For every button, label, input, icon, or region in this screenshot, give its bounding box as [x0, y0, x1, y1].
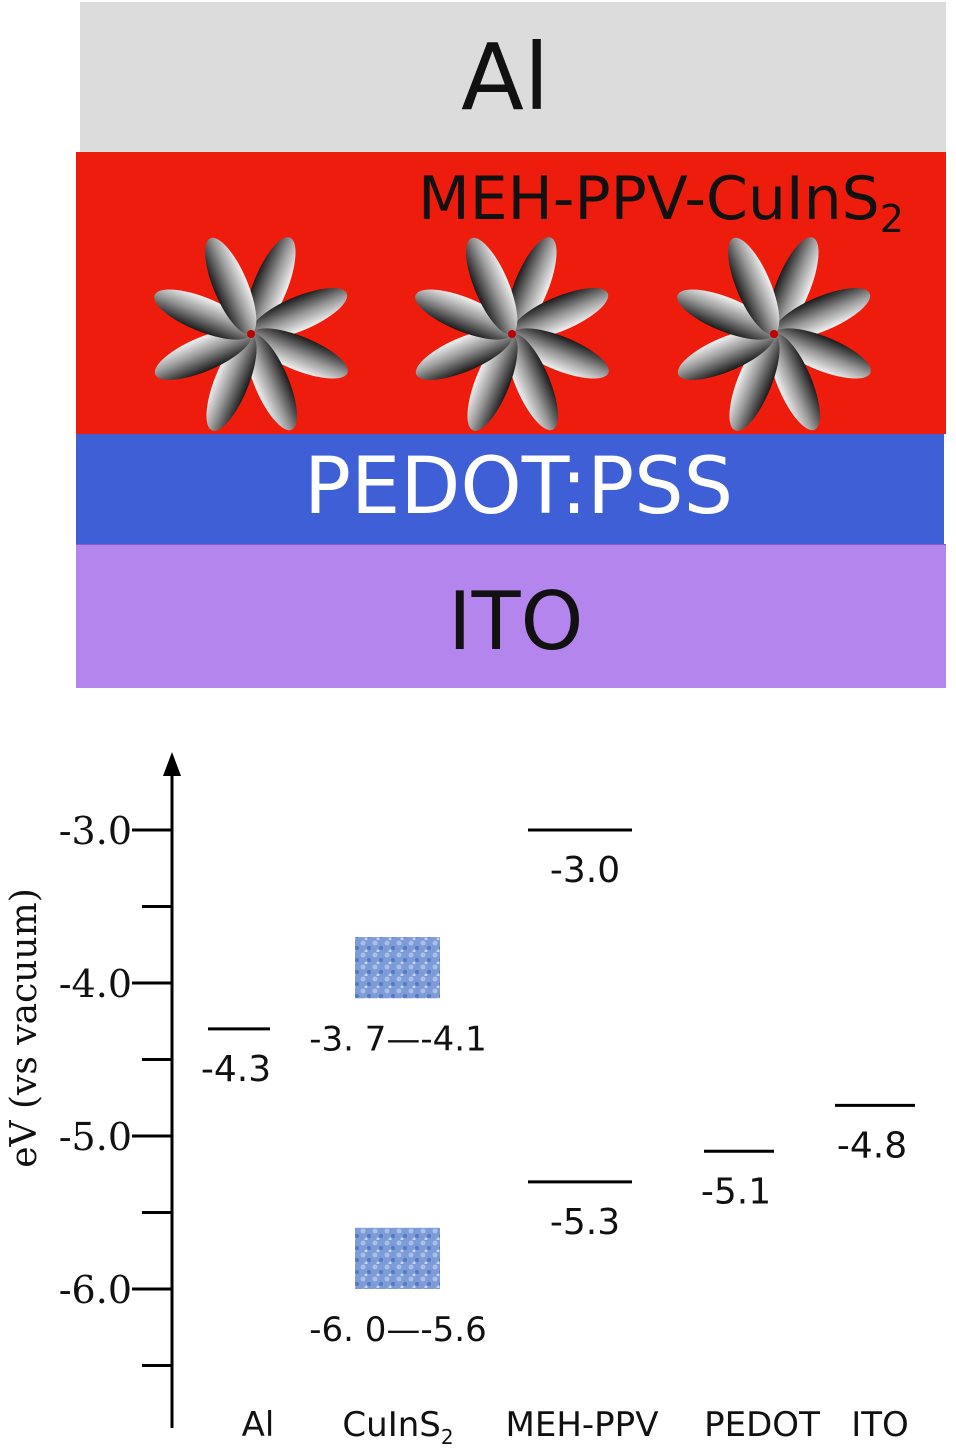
nanoparticle-petal [677, 328, 775, 380]
nanoparticle-petal [154, 289, 252, 340]
nanoparticle-petal [206, 333, 257, 431]
y-tick-label: -5.0 [59, 1115, 132, 1159]
nanoparticle-petal [466, 237, 518, 335]
nanoparticle-petal [467, 333, 518, 431]
nanoparticle-petal [729, 333, 780, 431]
material-label: ITO [851, 1405, 909, 1445]
y-tick-label: -3.0 [59, 809, 132, 853]
nanoparticle-petal [773, 288, 871, 340]
energy-level-value: -5.3 [550, 1202, 620, 1243]
energy-level-value: -5.1 [701, 1171, 771, 1212]
nanoparticle-petal [415, 289, 513, 340]
energy-band-value: -3. 7—-4.1 [309, 1019, 487, 1059]
energy-level-diagram: -3.0 -4.0 -5.0 -6.0 eV (vs vacuum) Al -4.3 CuI… [4, 752, 915, 1449]
nanoparticle-petal [506, 237, 557, 335]
nanoparticle-flower [415, 237, 609, 431]
nanoparticle-petal [677, 289, 775, 340]
energy-level-value: -4.8 [837, 1125, 907, 1166]
nanoparticle-core [247, 330, 255, 338]
energy-band [355, 1227, 440, 1289]
nanoparticle-petal [154, 328, 252, 380]
material-label: PEDOT [704, 1405, 820, 1445]
energy-level-value: -4.3 [201, 1049, 271, 1090]
al-layer: Al [80, 2, 946, 152]
nanoparticle-petal [250, 328, 348, 379]
active-layer-label: MEH-PPV-CuInS2 [418, 164, 904, 241]
nanoparticle-petal [506, 333, 558, 431]
nanoparticle-petal [728, 237, 780, 335]
y-tick-label: -6.0 [59, 1268, 132, 1312]
material-label: CuInS2 [342, 1405, 453, 1449]
nanoparticle-petal [511, 328, 609, 379]
material-label: MEH-PPV [506, 1405, 659, 1445]
nanoparticle-petal [773, 328, 871, 379]
pedot-layer: PEDOT:PSS [76, 434, 944, 544]
y-axis-label: eV (vs vacuum) [4, 888, 45, 1168]
nanoparticles [154, 237, 871, 431]
nanoparticle-petal [511, 288, 609, 340]
nanoparticle-petal [250, 288, 348, 340]
material-label: Al [242, 1405, 275, 1445]
nanoparticle-flower [154, 237, 348, 431]
nanoparticle-core [508, 330, 516, 338]
nanoparticle-petal [768, 333, 820, 431]
ito-layer: ITO [76, 544, 946, 688]
nanoparticle-petal [768, 237, 819, 335]
energy-band [355, 937, 440, 999]
ito-layer-label: ITO [448, 575, 584, 668]
y-axis-arrow [163, 752, 181, 776]
pedot-layer-label: PEDOT:PSS [304, 442, 734, 532]
nanoparticle-petal [205, 237, 257, 335]
nanoparticle-petal [415, 328, 513, 380]
y-tick-label: -4.0 [59, 962, 132, 1006]
active-layer-label-subscript: 2 [879, 197, 904, 241]
nanoparticle-core [770, 330, 778, 338]
active-layer-label-text: MEH-PPV-CuInS [418, 164, 880, 234]
energy-band-value: -6. 0—-5.6 [309, 1310, 487, 1350]
nanoparticle-flower [677, 237, 871, 431]
nanoparticle-petal [245, 237, 296, 335]
active-layer: MEH-PPV-CuInS2 [76, 152, 946, 434]
energy-level-value: -3.0 [550, 850, 620, 891]
al-layer-label: Al [461, 24, 550, 131]
nanoparticle-petal [245, 333, 297, 431]
